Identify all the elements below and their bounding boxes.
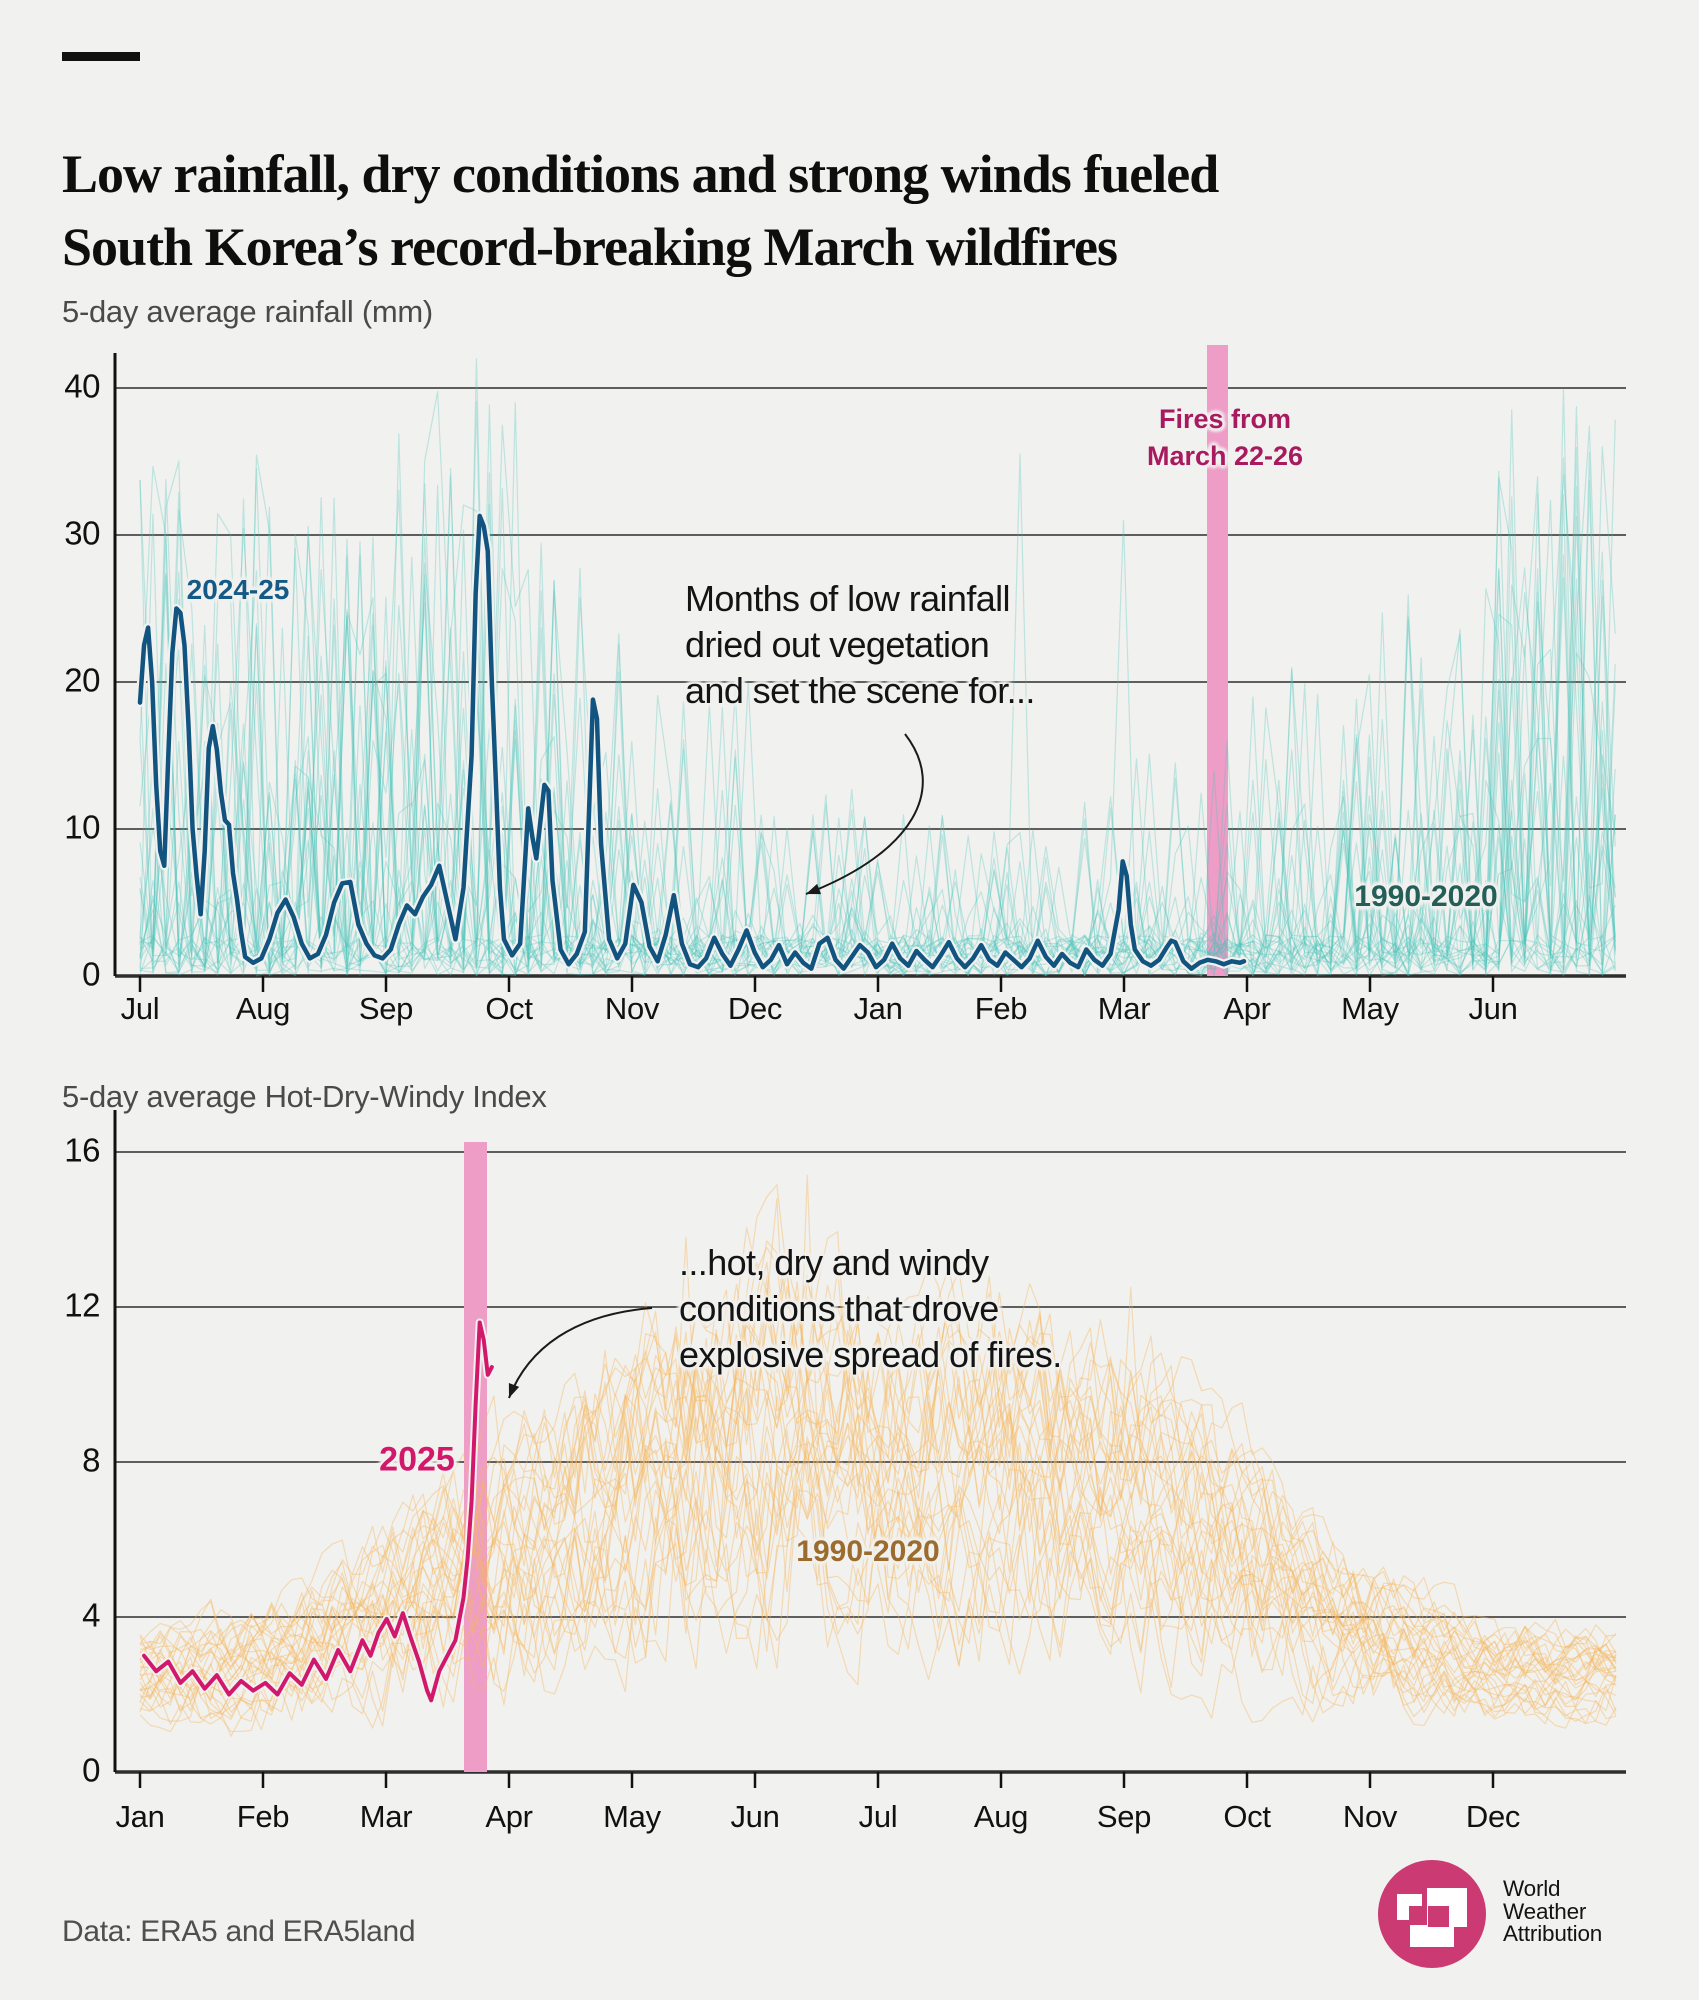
x-tick-label: Dec — [727, 991, 783, 1026]
data-source-credit: Data: ERA5 and ERA5land — [62, 1915, 416, 1948]
page-title-line2: South Korea’s record-breaking March wild… — [62, 217, 1118, 277]
hdwi-annotation-line3: explosive spread of fires. — [679, 1334, 1062, 1375]
x-tick-label: Jun — [1468, 991, 1518, 1026]
wwa-logo-icon — [1378, 1860, 1486, 1968]
hdwi-chart-title: 5-day average Hot-Dry-Windy Index — [62, 1079, 547, 1114]
fires-band-label-line2: March 22-26 — [1146, 441, 1304, 471]
x-tick-label: Jul — [120, 991, 160, 1026]
page-title: Low rainfall, dry conditions and strong … — [62, 138, 1219, 284]
rainfall-chart-title: 5-day average rainfall (mm) — [62, 294, 433, 329]
ensemble-label-rainfall-1990-2020: 1990-2020 — [1354, 880, 1498, 913]
logo-inner-square — [1428, 1906, 1449, 1927]
ensemble-label-hdwi-1990-2020: 1990-2020 — [796, 1535, 940, 1568]
x-tick-label: Aug — [235, 991, 291, 1026]
series-label-2025: 2025 — [379, 1440, 455, 1479]
y-tick-label: 10 — [64, 808, 100, 846]
x-tick-label: Jan — [853, 991, 903, 1026]
x-tick-label: Jun — [730, 1799, 780, 1834]
x-tick-label: Dec — [1465, 1799, 1521, 1834]
y-tick-label: 0 — [82, 1751, 100, 1789]
rainfall-annotation: Months of low rainfall dried out vegetat… — [685, 576, 1035, 714]
wwa-word-3: Attribution — [1503, 1921, 1603, 1946]
wwa-word-2: Weather — [1503, 1898, 1587, 1924]
x-tick-label: May — [1341, 991, 1399, 1026]
y-tick-label: 4 — [82, 1596, 100, 1634]
x-tick-label: Mar — [359, 1799, 413, 1834]
y-tick-label: 8 — [82, 1441, 100, 1479]
rainfall-annotation-line1: Months of low rainfall — [685, 578, 1011, 619]
y-tick-label: 0 — [82, 955, 100, 993]
x-tick-label: Jan — [115, 1799, 165, 1834]
logo-square-bottom — [1410, 1925, 1454, 1947]
x-tick-label: Sep — [1096, 1799, 1152, 1834]
fires-band-label-line1: Fires from — [1158, 404, 1292, 434]
x-tick-label: Feb — [236, 1799, 290, 1834]
x-tick-label: Apr — [485, 1799, 533, 1834]
x-tick-label: May — [603, 1799, 661, 1834]
x-tick-label: Nov — [604, 991, 660, 1026]
hdwi-annotation-line2: conditions that drove — [679, 1288, 999, 1329]
wwa-word-1: World — [1503, 1876, 1561, 1901]
series-label-2024-25: 2024-25 — [186, 574, 290, 605]
x-tick-label: Apr — [1223, 991, 1271, 1026]
x-tick-label: Oct — [485, 991, 533, 1026]
rainfall-annotation-line3: and set the scene for... — [685, 670, 1035, 711]
rainfall-annotation-line2: dried out vegetation — [685, 624, 990, 665]
hdwi-annotation: ...hot, dry and windy conditions that dr… — [679, 1240, 1062, 1378]
hdwi-annotation-line1: ...hot, dry and windy — [679, 1242, 989, 1283]
x-tick-label: Mar — [1097, 991, 1151, 1026]
x-tick-label: Nov — [1342, 1799, 1398, 1834]
title-accent-dash — [62, 52, 140, 61]
y-tick-label: 40 — [64, 367, 100, 405]
x-tick-label: Feb — [974, 991, 1028, 1026]
x-tick-label: Aug — [973, 1799, 1029, 1834]
x-tick-label: Sep — [358, 991, 414, 1026]
wwa-logo-wordmark: World Weather Attribution — [1503, 1876, 1603, 1946]
y-tick-label: 20 — [64, 661, 100, 699]
y-tick-label: 30 — [64, 514, 100, 552]
x-tick-label: Jul — [858, 1799, 898, 1834]
y-tick-label: 12 — [64, 1286, 100, 1324]
logo-inner-square-small — [1409, 1906, 1422, 1920]
page-title-line1: Low rainfall, dry conditions and strong … — [62, 144, 1219, 204]
fires-band-label: Fires from March 22-26 — [1147, 401, 1303, 475]
y-tick-label: 16 — [64, 1131, 100, 1169]
x-tick-label: Oct — [1223, 1799, 1271, 1834]
